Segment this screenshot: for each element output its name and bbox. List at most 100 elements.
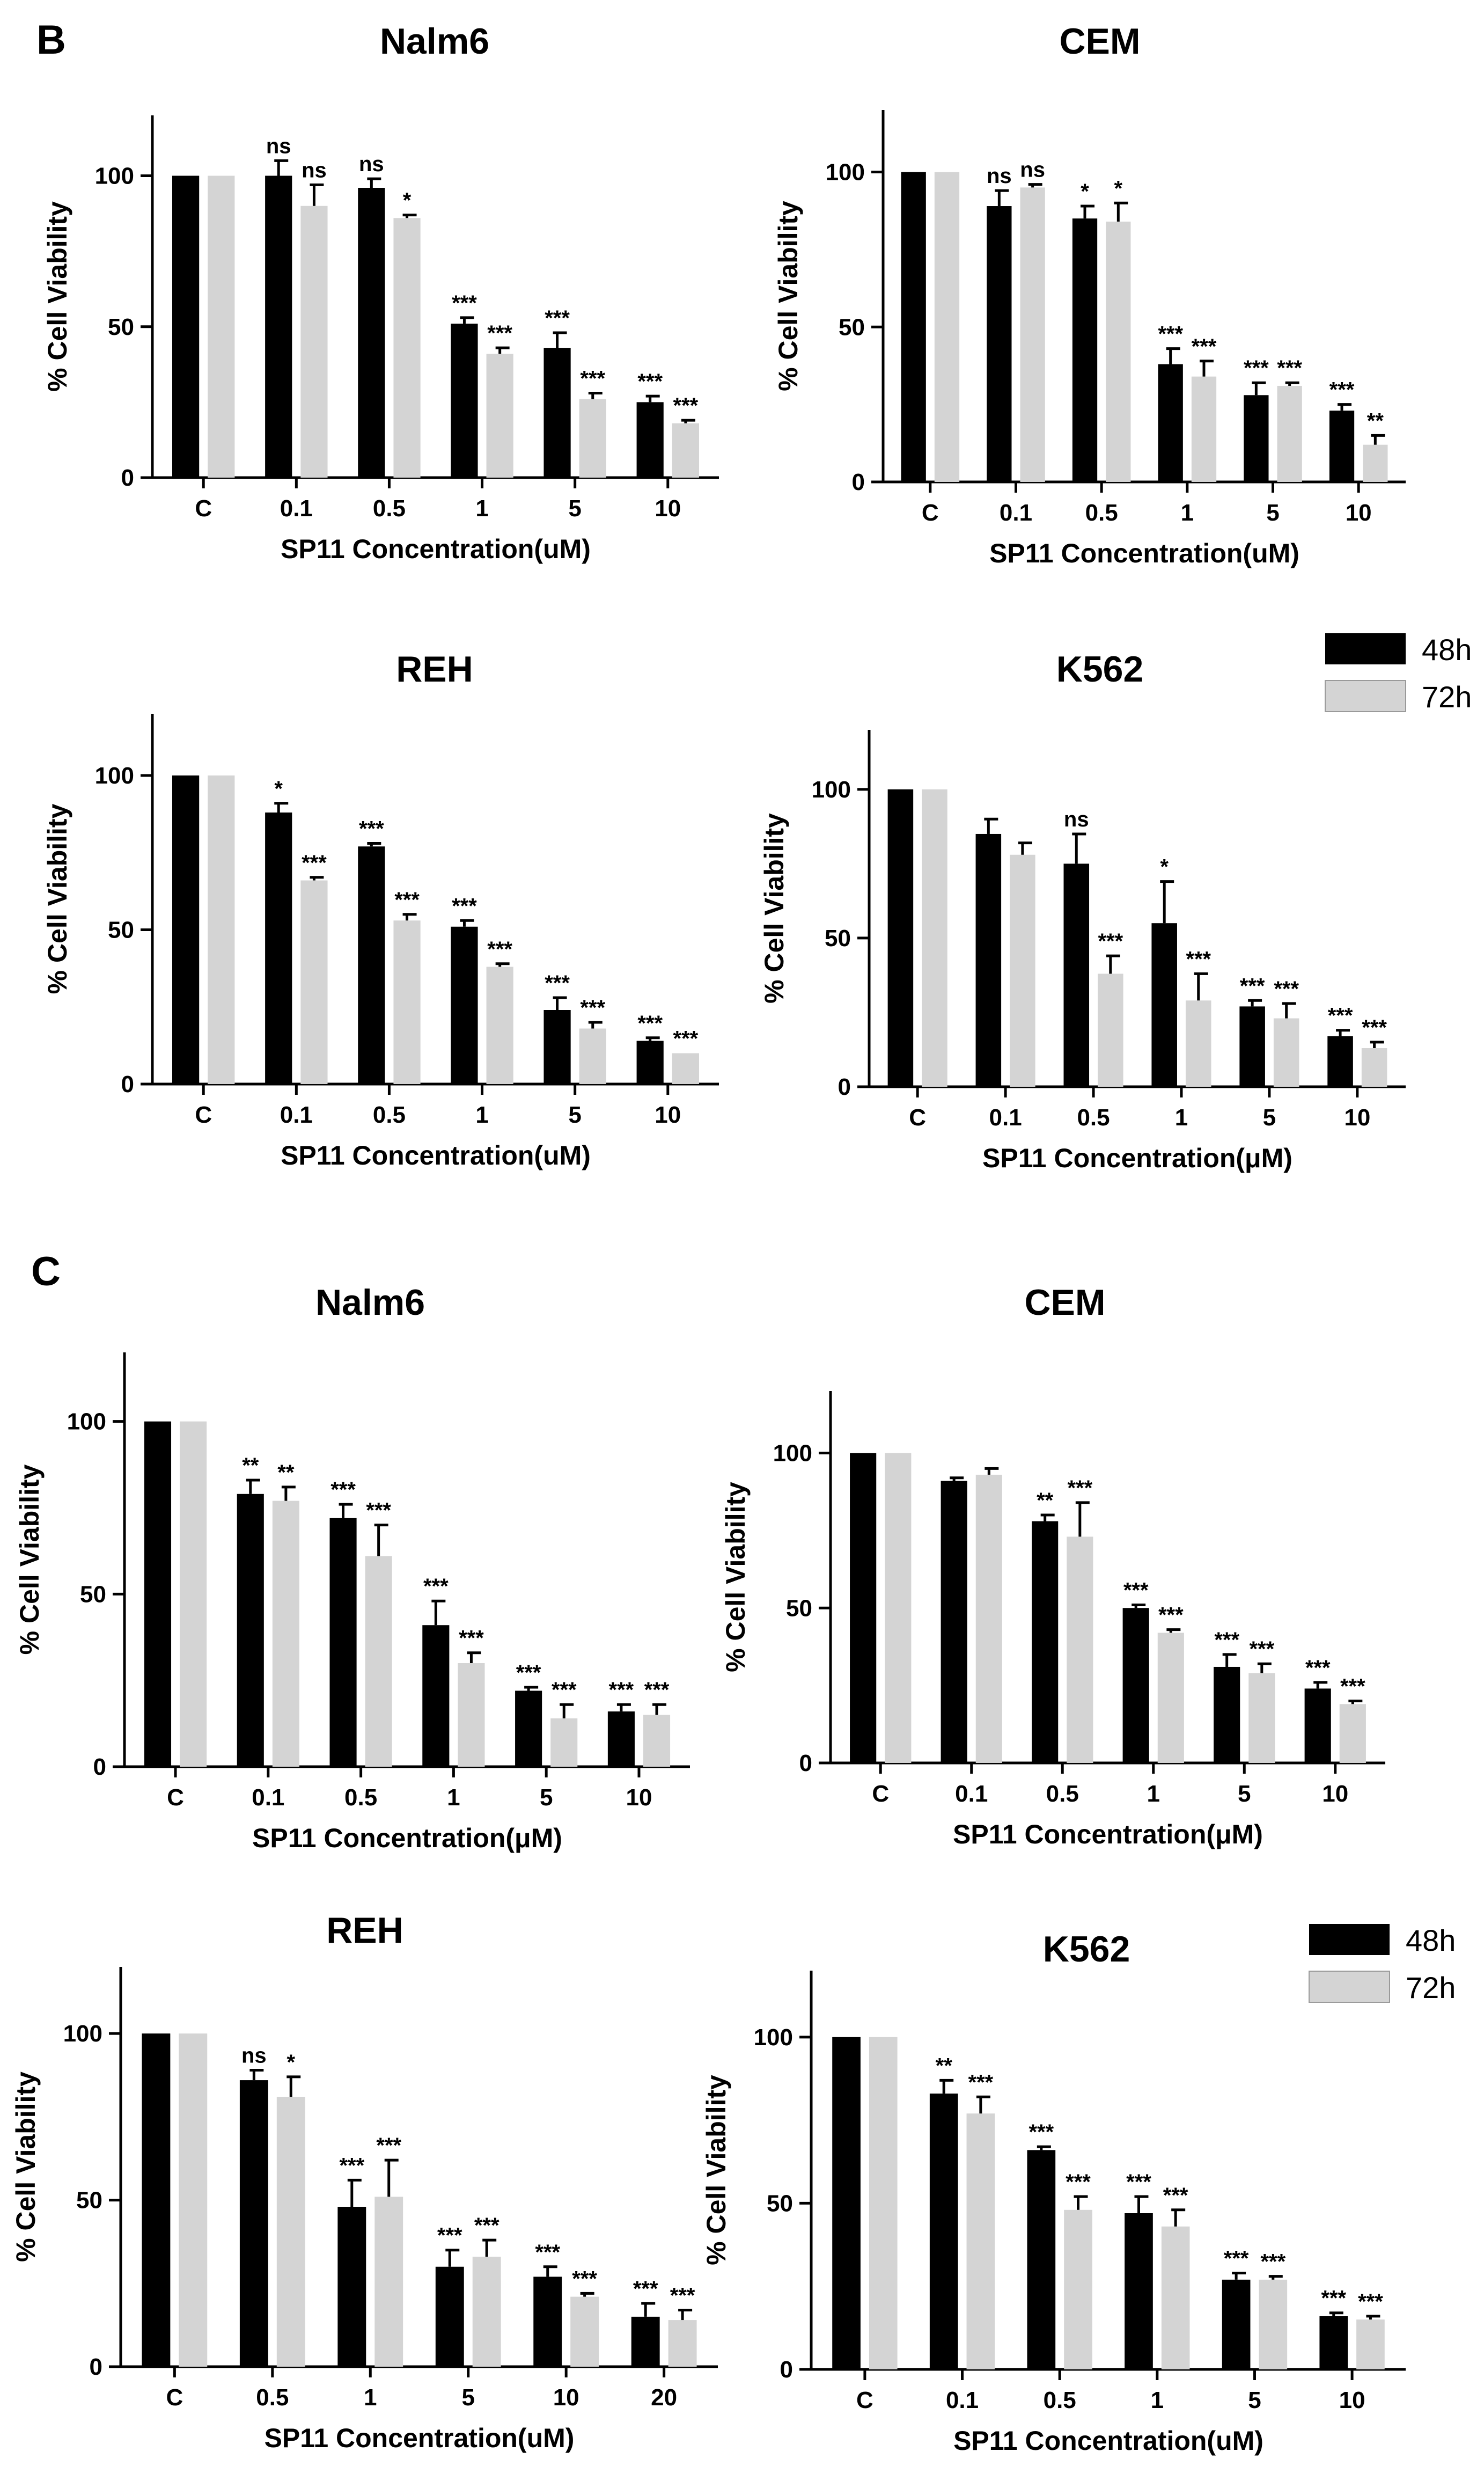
x-tick-label: C (856, 2387, 873, 2413)
panel-letter-b: B (36, 17, 66, 63)
x-tick-label: C (167, 1784, 184, 1811)
y-tick-label: 50 (825, 925, 851, 952)
significance-label: *** (968, 2070, 994, 2094)
significance-label: *** (1249, 1637, 1274, 1661)
x-tick-label: 10 (1322, 1781, 1348, 1807)
significance-label: * (1114, 177, 1123, 200)
bar-72h-0.5 (1098, 974, 1123, 1087)
chart-title: REH (396, 649, 473, 690)
significance-label: * (1160, 855, 1169, 879)
bar-72h-5 (1248, 1673, 1275, 1763)
chart-title: K562 (1056, 649, 1144, 690)
significance-label: *** (330, 1478, 356, 1502)
y-tick-label: 0 (852, 469, 865, 495)
significance-label: *** (366, 1499, 391, 1523)
x-tick-label: 1 (1181, 500, 1194, 526)
bar-72h-10 (570, 2296, 599, 2367)
significance-label: ** (277, 1461, 295, 1484)
x-axis-label: SP11 Concentration(μM) (252, 1823, 562, 1853)
significance-label: * (403, 189, 412, 213)
bar-72h-5 (1273, 1018, 1299, 1087)
bar-48h-0.5 (358, 846, 385, 1084)
significance-label: ** (936, 2054, 953, 2077)
x-tick-label: 10 (1346, 500, 1372, 526)
bar-72h-5 (579, 399, 606, 478)
significance-label: *** (302, 851, 327, 875)
x-tick-label: 0.1 (280, 1102, 313, 1128)
bar-48h-5 (543, 1010, 571, 1084)
bar-72h-1 (458, 1663, 485, 1767)
significance-label: *** (394, 888, 420, 912)
significance-label: *** (1066, 2170, 1091, 2194)
bar-72h-1 (1185, 1000, 1211, 1087)
x-tick-label: 5 (1248, 2387, 1261, 2413)
bar-48h-10 (1319, 2316, 1348, 2369)
x-tick-label: 0.5 (373, 495, 406, 522)
chart-c-k562: K562 0 50 100 % Cell Viability SP11 Concentra… (701, 1923, 1456, 2456)
bar-48h-C (887, 789, 914, 1087)
bar-48h-5 (435, 2266, 464, 2367)
bar-72h-0.5 (1067, 1536, 1093, 1763)
bar-48h-1 (1125, 2213, 1153, 2369)
bar-48h-C (144, 1421, 172, 1767)
significance-label: *** (459, 1627, 484, 1650)
bar-72h-0.1 (966, 2113, 995, 2369)
x-axis-label: SP11 Concentration(uM) (265, 2423, 575, 2453)
legend-swatch-48h (1325, 633, 1406, 664)
bar-72h-C (885, 1453, 912, 1763)
significance-label: *** (1240, 974, 1265, 998)
bar-72h-0.1 (1010, 854, 1035, 1087)
bar-72h-0.1 (1020, 187, 1045, 482)
bar-48h-0.1 (237, 1494, 264, 1767)
chart-b-k562: K562 0 50 100 % Cell Viability SP11 Concentra… (759, 633, 1472, 1173)
bar-72h-1 (486, 354, 513, 478)
significance-label: *** (1340, 1675, 1365, 1699)
significance-label: *** (1305, 1656, 1331, 1680)
x-tick-label: 0.5 (1046, 1781, 1079, 1807)
x-tick-label: 10 (553, 2384, 579, 2411)
significance-label: ns (266, 134, 291, 158)
y-tick-label: 100 (826, 159, 865, 186)
significance-label: *** (1028, 2120, 1054, 2144)
significance-label: *** (487, 938, 512, 961)
significance-label: *** (572, 2267, 597, 2290)
bar-48h-1 (1151, 923, 1177, 1087)
bar-48h-0.1 (929, 2094, 958, 2369)
chart-title: REH (326, 1910, 403, 1951)
x-tick-label: 0.1 (252, 1784, 284, 1811)
x-tick-label: 5 (568, 495, 581, 522)
bar-48h-C (172, 175, 200, 478)
significance-label: *** (1158, 323, 1183, 346)
y-axis-label: % Cell Viability (42, 201, 72, 392)
x-axis-label: SP11 Concentration(μM) (953, 1819, 1263, 1849)
bar-72h-5 (472, 2257, 501, 2367)
bar-48h-0.1 (265, 813, 292, 1084)
significance-label: *** (552, 1678, 577, 1702)
x-tick-label: 0.5 (1077, 1104, 1110, 1131)
bar-48h-5 (515, 1690, 542, 1767)
bar-72h-C (179, 2033, 208, 2367)
y-tick-label: 0 (799, 1750, 812, 1776)
y-tick-label: 0 (838, 1074, 851, 1100)
y-tick-label: 100 (773, 1440, 812, 1467)
bar-48h-1 (1122, 1608, 1149, 1763)
bar-72h-5 (579, 1028, 606, 1084)
significance-label: *** (452, 894, 477, 918)
y-tick-label: 100 (63, 2021, 102, 2047)
bar-72h-10 (1356, 2319, 1385, 2369)
chart-c-reh: REH 0 50 100 % Cell Viability SP11 Concentrat… (11, 1910, 718, 2453)
x-tick-label: C (922, 500, 939, 526)
x-tick-label: 5 (461, 2384, 474, 2411)
significance-label: *** (474, 2214, 499, 2237)
bar-72h-C (180, 1421, 207, 1767)
y-tick-label: 0 (93, 1754, 106, 1780)
chart-title: CEM (1024, 1282, 1105, 1323)
x-tick-label: C (909, 1104, 926, 1131)
bar-48h-C (901, 172, 926, 482)
significance-label: *** (1260, 2250, 1285, 2274)
significance-label: *** (376, 2134, 401, 2157)
bar-72h-C (208, 175, 235, 478)
significance-label: *** (452, 291, 477, 315)
